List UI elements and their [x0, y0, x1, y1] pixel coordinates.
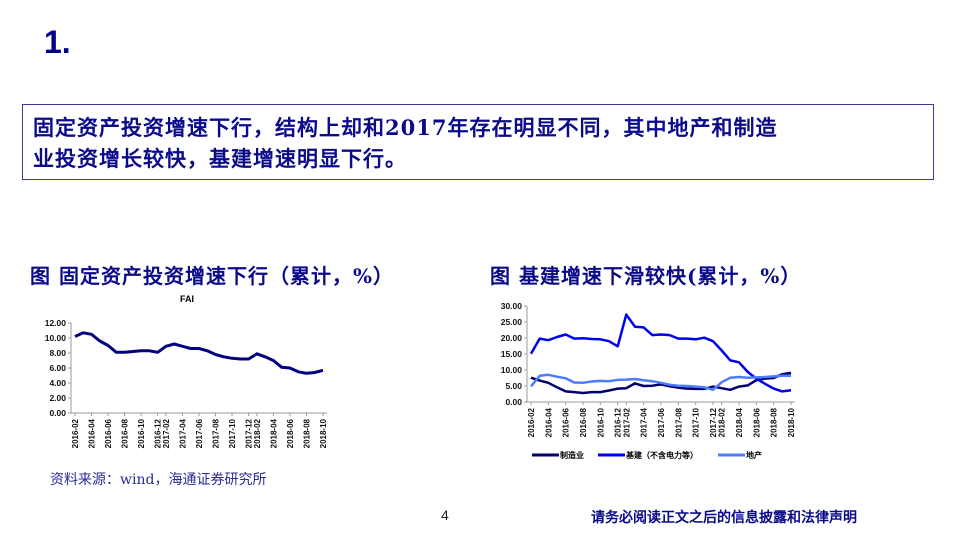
x-tick-label: 2016-04 — [544, 407, 553, 437]
y-tick-label: 2.00 — [49, 393, 66, 403]
legend-label-manufacturing: 制造业 — [560, 450, 584, 460]
slide-number: 1. — [44, 24, 71, 60]
x-tick-label: 2017-06 — [195, 418, 204, 448]
y-tick-label: 25.00 — [501, 317, 523, 327]
x-tick-label: 2018-04 — [735, 407, 744, 437]
y-tick-label: 0.00 — [505, 397, 522, 407]
legend-label-infrastructure: 基建（不含电力等） — [625, 450, 698, 460]
y-axis: 0.00 5.00 10.00 15.00 20.00 25.00 30.00 — [501, 301, 528, 407]
x-axis: 2016-02 2016-04 2016-06 2016-08 2016-10 2016-… — [527, 401, 796, 437]
y-tick-label: 4.00 — [49, 378, 66, 388]
summary-box: 固定资产投资增速下行，结构上却和2017年存在明显不同，其中地产和制造 业投资增… — [22, 104, 934, 180]
x-tick-label: 2018-08 — [302, 418, 311, 448]
x-tick-label: 2017-02 — [622, 407, 631, 437]
x-tick-label: 2016-08 — [579, 407, 588, 437]
x-tick-label: 2017-02 — [162, 418, 171, 448]
x-tick-label: 2016-10 — [137, 418, 146, 448]
x-tick-label: 2017-04 — [178, 418, 187, 448]
x-tick-label: 2017-08 — [674, 407, 683, 437]
x-tick-label: 2016-08 — [121, 418, 130, 448]
y-tick-label: 30.00 — [501, 301, 523, 311]
x-tick-label: 2016-10 — [596, 407, 605, 437]
x-tick-label: 2016-06 — [104, 418, 113, 448]
x-tick-label: 2016-04 — [88, 418, 97, 448]
x-tick-label: 2017-08 — [212, 418, 221, 448]
x-tick-label: 2016-02 — [527, 407, 536, 437]
x-tick-label: 2017-04 — [640, 407, 649, 437]
y-tick-label: 6.00 — [49, 363, 66, 373]
y-axis: 0.00 2.00 4.00 6.00 8.00 10.00 12.00 — [45, 318, 72, 418]
x-tick-label: 2017-10 — [228, 418, 237, 448]
manufacturing-series-line — [530, 371, 792, 395]
legal-disclaimer: 请务必阅读正文之后的信息披露和法律声明 — [591, 510, 857, 526]
x-tick-label: 2018-10 — [787, 407, 796, 437]
chart-title: FAI — [180, 294, 194, 304]
x-tick-label: 2018-10 — [319, 418, 328, 448]
x-tick-label: 2016-02 — [71, 418, 80, 448]
page-number: 4 — [441, 507, 449, 523]
real-estate-series-line — [530, 373, 791, 392]
summary-line-2: 业投资增长较快，基建增速明显下行。 — [33, 146, 407, 171]
x-tick-label: 2017-10 — [692, 407, 701, 437]
x-tick-label: 2018-06 — [286, 418, 295, 448]
x-tick-label: 2016-12 — [614, 407, 623, 437]
figure-title-infrastructure: 图 基建增速下滑较快(累计，%） — [490, 264, 802, 288]
y-tick-label: 0.00 — [49, 408, 66, 418]
data-source-note: 资料来源：wind，海通证券研究所 — [50, 472, 267, 488]
y-tick-label: 10.00 — [45, 333, 67, 343]
y-tick-label: 15.00 — [501, 349, 523, 359]
x-tick-label: 2016-12 — [154, 418, 163, 448]
x-tick-label: 2018-08 — [770, 407, 779, 437]
y-tick-label: 10.00 — [501, 365, 523, 375]
x-tick-label: 2017-12 — [709, 407, 718, 437]
infrastructure-series-line — [529, 313, 792, 393]
chart-legend: 制造业 基建（不含电力等） 地产 — [532, 450, 762, 460]
figure-title-fai: 图 固定资产投资增速下行（累计，%） — [30, 264, 394, 288]
y-tick-label: 5.00 — [505, 381, 522, 391]
x-tick-label: 2017-12 — [245, 418, 254, 448]
x-tick-label: 2018-04 — [269, 418, 278, 448]
y-tick-label: 20.00 — [501, 333, 523, 343]
x-tick-label: 2017-06 — [657, 407, 666, 437]
x-tick-label: 2018-06 — [752, 407, 761, 437]
x-tick-label: 2016-06 — [562, 407, 571, 437]
y-tick-label: 8.00 — [49, 348, 66, 358]
y-tick-label: 12.00 — [45, 318, 67, 328]
x-axis: 2016-02 2016-04 2016-06 2016-08 2016-10 2016-… — [71, 412, 328, 448]
fai-series-line — [74, 331, 324, 375]
x-tick-label: 2018-02 — [253, 418, 262, 448]
summary-line-1: 固定资产投资增速下行，结构上却和2017年存在明显不同，其中地产和制造 — [33, 115, 778, 140]
x-tick-label: 2018-02 — [718, 407, 727, 437]
legend-label-real-estate: 地产 — [746, 450, 762, 460]
